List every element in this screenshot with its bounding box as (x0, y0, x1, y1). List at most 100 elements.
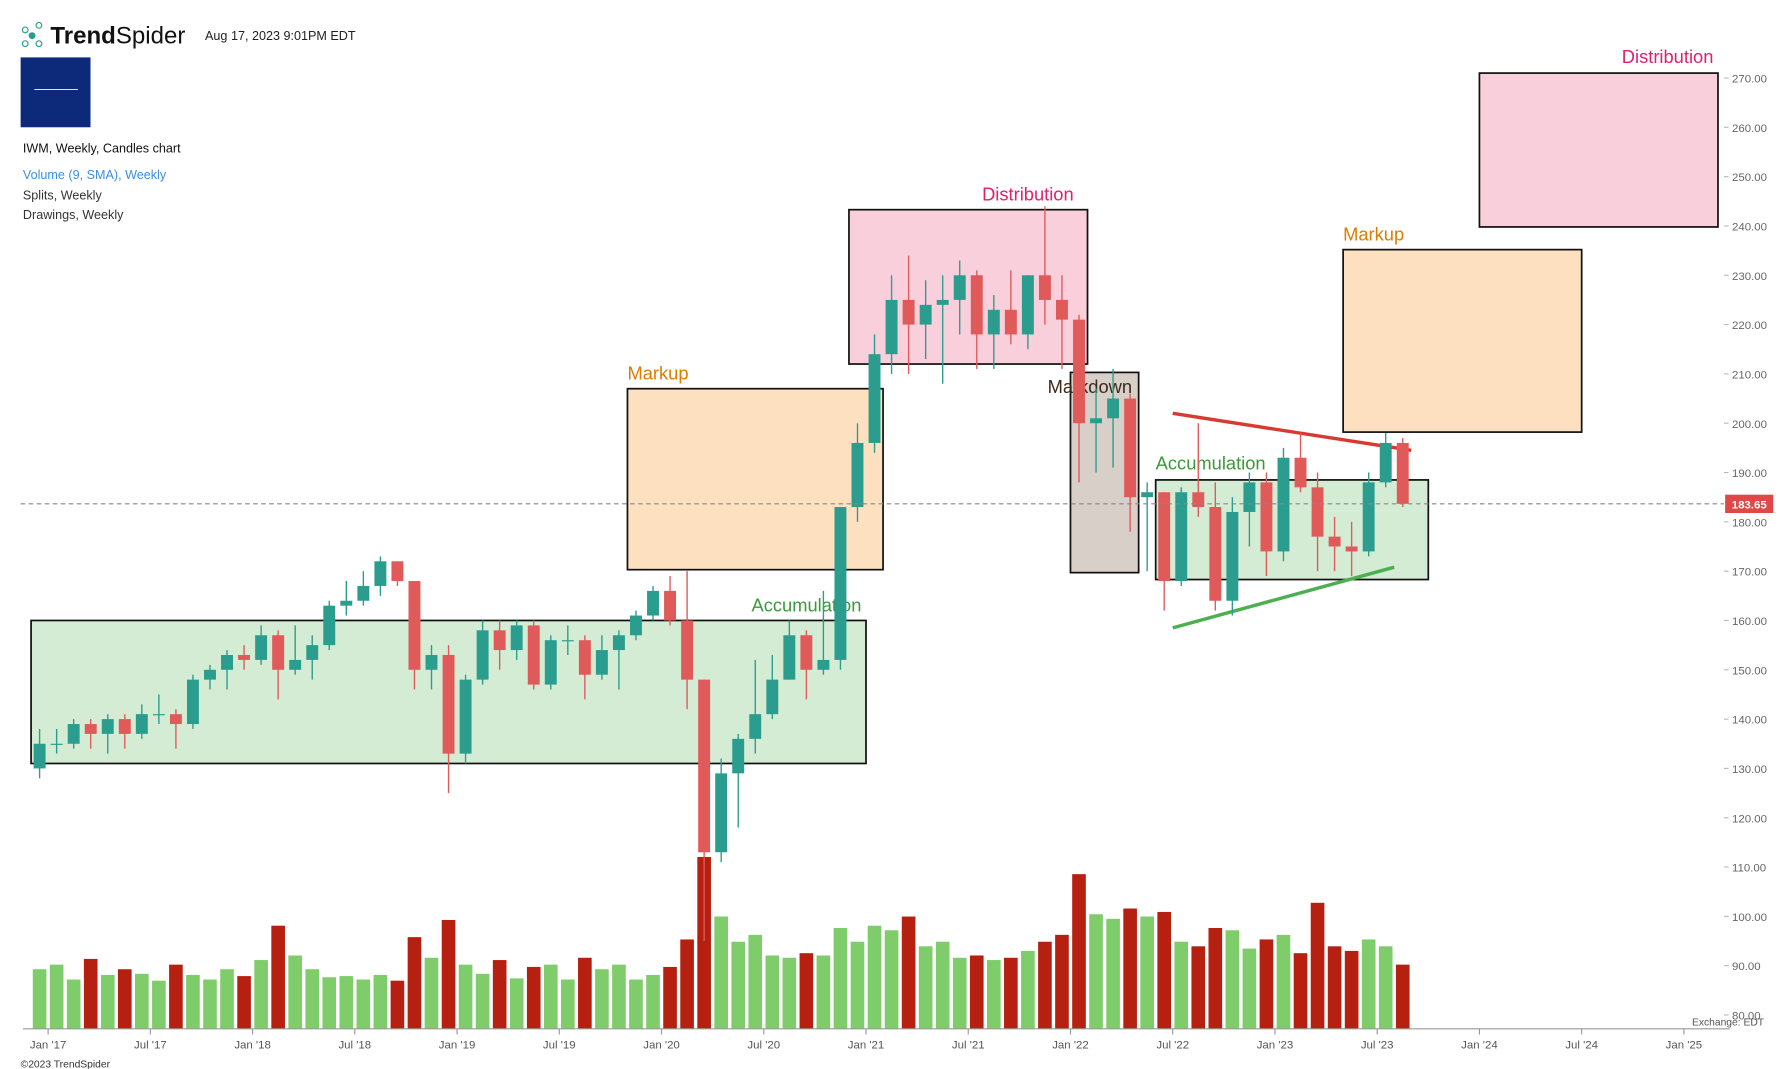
candle-body (1055, 299, 1068, 320)
y-tick-label: 130.00 (1732, 764, 1767, 776)
volume-bar (833, 927, 848, 1029)
candle-body (289, 659, 302, 670)
y-tick-label: 210.00 (1732, 369, 1767, 381)
publisher-logo (20, 57, 91, 128)
volume (32, 856, 1410, 1029)
volume-bar (697, 856, 711, 1029)
candle-body (936, 299, 949, 305)
candle-body (681, 620, 694, 680)
candle-body (1209, 507, 1222, 601)
volume-bar (646, 974, 660, 1029)
zone-label: Distribution (1622, 46, 1714, 67)
logo-icon (35, 21, 43, 29)
volume-bar (1344, 950, 1359, 1029)
legend-splits: Splits, Weekly (23, 188, 103, 202)
volume-bar (1225, 930, 1240, 1029)
volume-bar (731, 941, 746, 1029)
x-tick-label: Jan '19 (439, 1039, 476, 1051)
candle-body (851, 442, 864, 508)
candle-body (67, 724, 80, 744)
volume-bar (1072, 874, 1086, 1029)
candle-body (544, 640, 557, 685)
volume-bar (1038, 941, 1052, 1029)
volume-bar (509, 978, 524, 1029)
candle-body (169, 714, 182, 725)
volume-bar (680, 939, 694, 1029)
y-tick-label: 110.00 (1732, 863, 1766, 875)
candle-body (1073, 319, 1085, 424)
volume-bar (901, 916, 916, 1029)
candle-body (255, 635, 268, 660)
volume-bar (373, 974, 388, 1029)
y-tick-label: 140.00 (1732, 715, 1767, 727)
candles (33, 206, 1409, 942)
candle-body (135, 714, 148, 734)
volume-bar (1293, 953, 1308, 1029)
x-tick-label: Jul '18 (338, 1039, 371, 1051)
x-tick-label: Jan '21 (848, 1039, 885, 1051)
volume-bar (32, 969, 47, 1029)
x-tick-label: Jul '17 (134, 1039, 167, 1051)
candle-body (1226, 511, 1239, 601)
candle-body (732, 738, 745, 774)
x-tick-label: Jan '18 (234, 1039, 271, 1051)
volume-bar (66, 979, 81, 1029)
volume-bar (237, 976, 251, 1029)
volume-bar (1276, 934, 1291, 1029)
y-tick-label: 100.00 (1732, 912, 1767, 924)
legend-symbol: IWM, Weekly, Candles chart (23, 141, 181, 155)
volume-bar (1004, 957, 1018, 1029)
volume-bar (884, 930, 899, 1029)
x-tick-label: Jul '22 (1156, 1039, 1189, 1051)
volume-bar (169, 964, 183, 1029)
volume-bar (850, 941, 865, 1029)
legend-volume: Volume (9, SMA), Weekly (23, 168, 167, 182)
zone-label: Markup (627, 363, 688, 384)
volume-bar (1310, 902, 1325, 1029)
candle-body (510, 625, 523, 651)
candle-body (953, 275, 966, 300)
volume-bar (595, 969, 609, 1029)
last-price-label: 183.65 (1732, 499, 1768, 511)
y-tick-label: 180.00 (1732, 517, 1767, 529)
volume-bar (305, 969, 320, 1029)
candle-body (1175, 492, 1188, 582)
candle-body (340, 600, 353, 606)
candle-body (1243, 482, 1256, 512)
x-tick-label: Jan '25 (1666, 1039, 1703, 1051)
zone (1478, 72, 1719, 228)
candle-body (1362, 482, 1375, 552)
candle-body (561, 640, 574, 642)
y-tick-label: 260.00 (1732, 123, 1767, 135)
volume-bar (492, 960, 507, 1029)
candle-body (391, 561, 404, 582)
volume-bar (918, 946, 933, 1029)
candle-body (612, 635, 625, 651)
volume-bar (867, 925, 882, 1029)
y-tick-label: 170.00 (1732, 567, 1767, 579)
volume-bar (1378, 946, 1393, 1029)
zone-label: Markup (1343, 223, 1404, 244)
candle-body (1311, 487, 1324, 537)
exchange: Exchange: EDT (1692, 1017, 1765, 1028)
candle-body (919, 304, 932, 325)
candle-body (221, 654, 233, 670)
trendline (1172, 411, 1412, 453)
candle-body (578, 640, 591, 675)
volume-bar (986, 960, 1001, 1029)
candle-body (902, 299, 915, 325)
x-tick-label: Jul '23 (1361, 1039, 1394, 1051)
candle-body (817, 659, 830, 670)
candle-body (1396, 442, 1409, 504)
zone-label: Accumulation (751, 594, 861, 615)
candle-body (1090, 418, 1103, 424)
volume-bar (458, 964, 473, 1029)
candle-body (1192, 492, 1205, 508)
x-tick-label: Jan '22 (1052, 1039, 1089, 1051)
y-tick-label: 150.00 (1732, 665, 1767, 677)
logo-icon (35, 40, 43, 48)
y-tick-label: 220.00 (1732, 320, 1767, 332)
volume-bar (663, 966, 677, 1029)
zone (848, 208, 1089, 365)
candle-body (1021, 275, 1034, 335)
